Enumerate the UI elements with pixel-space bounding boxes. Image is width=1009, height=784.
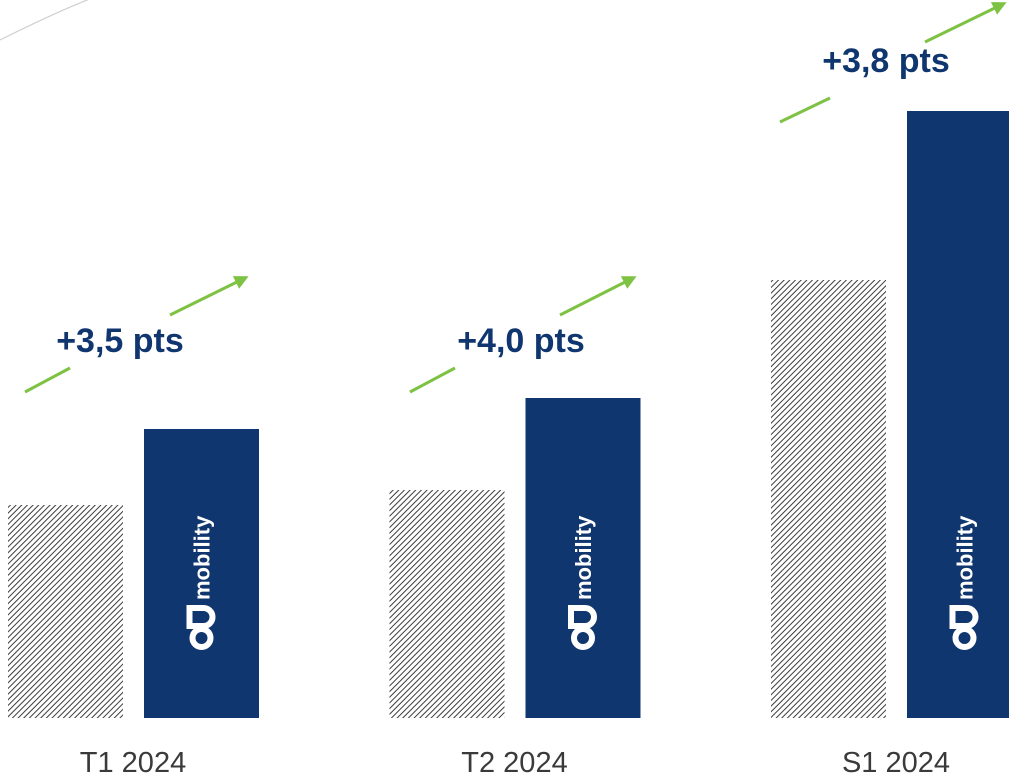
company-bar — [144, 429, 259, 718]
trend-arrow — [409, 366, 456, 394]
annotation: +3,8 pts — [822, 42, 950, 80]
market-bar — [771, 280, 886, 718]
market-bar — [389, 490, 505, 718]
trend-arrow — [779, 96, 831, 124]
company-bar — [525, 398, 641, 718]
bar-logo-text: mobility — [953, 515, 978, 600]
arrow-head — [990, 2, 1007, 15]
x-tick-label: S1 2024 — [842, 747, 950, 779]
logo-mark — [568, 605, 597, 629]
bar-logo-text: mobility — [571, 515, 596, 600]
annotation: +4,0 pts — [457, 322, 585, 360]
trend-arrow — [559, 276, 634, 317]
trend-arrow — [169, 276, 246, 317]
logo-mark — [186, 605, 216, 629]
company-bar — [907, 111, 1009, 718]
bar-logo-text: mobility — [190, 515, 215, 600]
market-bar — [8, 505, 123, 718]
x-tick-label: T1 2024 — [80, 747, 186, 779]
decor-curve — [0, 0, 89, 41]
trend-arrow — [24, 366, 71, 394]
arrow-head — [620, 276, 637, 289]
logo-mark — [949, 605, 979, 629]
arrow-head — [232, 276, 249, 289]
trend-arrow — [924, 2, 1004, 44]
annotation: +3,5 pts — [56, 322, 184, 360]
x-tick-label: T2 2024 — [461, 747, 567, 779]
